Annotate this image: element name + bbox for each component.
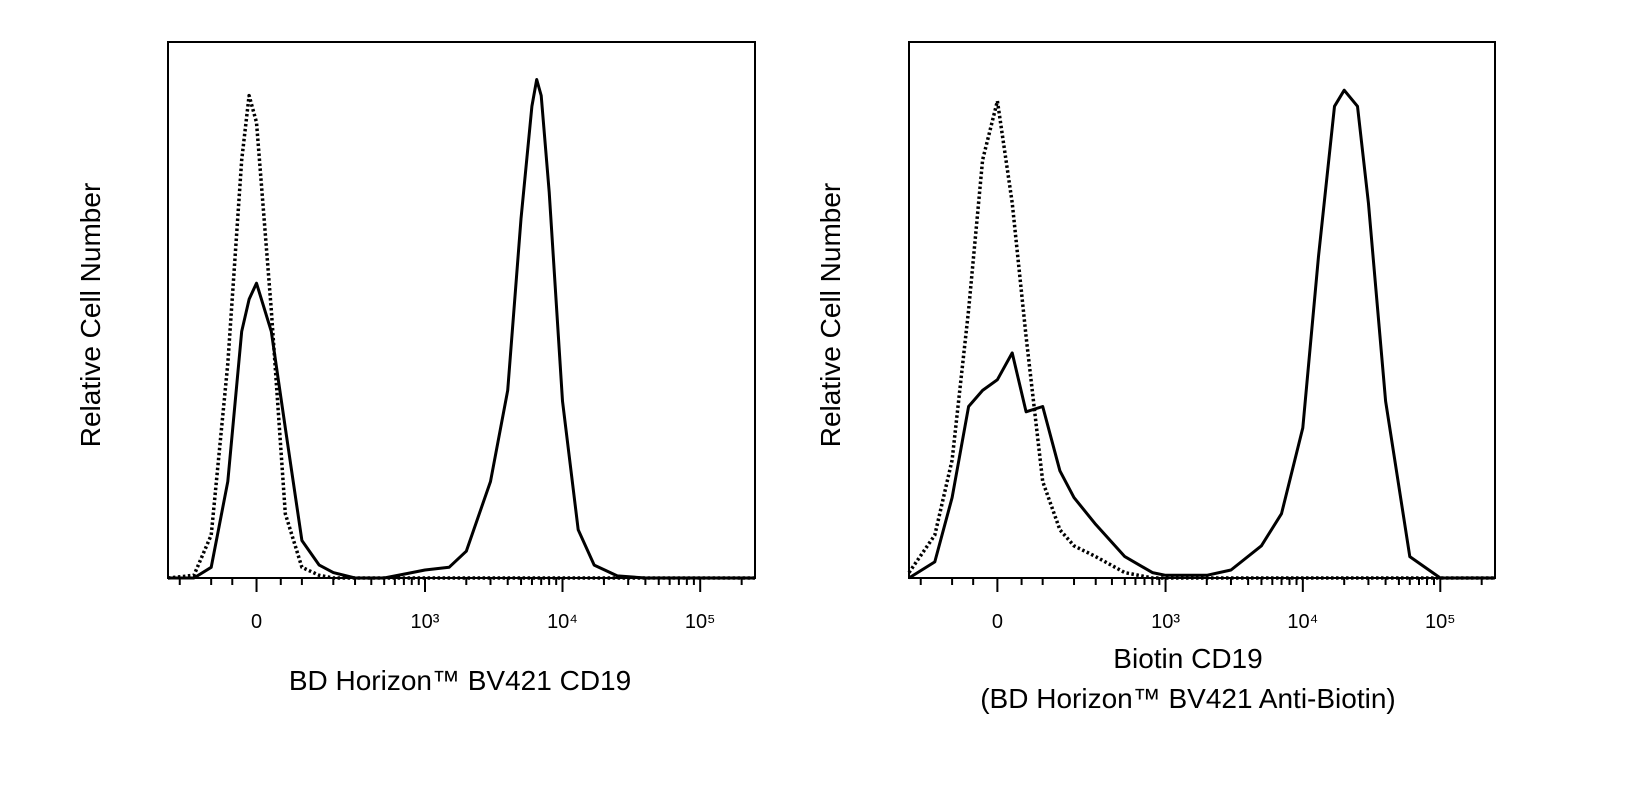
y-axis-label: Relative Cell Number — [815, 183, 846, 448]
plot-area — [167, 41, 756, 579]
x-tick-label: 10⁵ — [1425, 611, 1456, 633]
histogram-line — [908, 88, 1495, 580]
x-tick-label: 10³ — [1151, 611, 1180, 633]
plot-area — [908, 41, 1496, 579]
x-tick-label: 0 — [251, 611, 262, 633]
x-tick-label: 10⁴ — [1287, 611, 1318, 633]
x-axis-label: BD Horizon™ BV421 CD19 — [289, 665, 631, 696]
x-axis-label: Biotin CD19 — [1113, 643, 1262, 674]
histogram-line — [168, 78, 755, 580]
x-tick-label: 0 — [992, 611, 1003, 633]
x-tick-label: 10⁵ — [685, 611, 716, 633]
y-axis-label: Relative Cell Number — [75, 183, 106, 448]
x-axis-label: (BD Horizon™ BV421 Anti-Biotin) — [980, 683, 1396, 714]
x-tick-label: 10⁴ — [547, 611, 578, 633]
x-tick-label: 10³ — [411, 611, 440, 633]
histogram-line — [167, 93, 755, 580]
histogram-line — [907, 99, 1495, 580]
